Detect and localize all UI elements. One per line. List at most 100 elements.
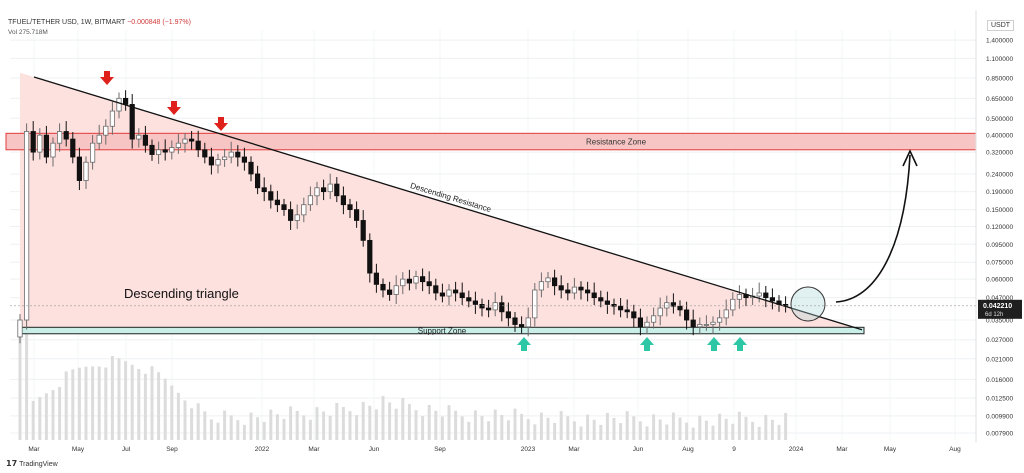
price-tick-label: 0.060000: [986, 277, 1013, 284]
candle-body: [235, 151, 241, 158]
candle-body: [90, 142, 96, 163]
candle-body: [730, 298, 736, 311]
candle-body: [109, 110, 115, 127]
volume-bar: [539, 412, 543, 440]
candle-body: [261, 187, 267, 193]
candle-body: [690, 319, 696, 328]
volume-bar: [678, 417, 682, 440]
candle-body: [657, 307, 663, 317]
volume-bar: [183, 400, 187, 440]
candle-body: [598, 297, 604, 302]
volume-bar: [625, 411, 629, 440]
volume-bar: [757, 426, 761, 440]
volume-bar: [777, 424, 781, 440]
volume-bar: [64, 371, 68, 440]
candle-body: [578, 286, 584, 291]
candle-body: [17, 319, 23, 338]
volume-bar: [381, 396, 385, 440]
volume-bar: [599, 424, 603, 440]
candle-body: [215, 159, 221, 166]
volume-bar: [322, 411, 326, 440]
candle-body: [763, 292, 769, 299]
volume-bar: [236, 420, 240, 440]
candle-body: [23, 131, 30, 321]
volume-bar: [58, 386, 62, 440]
time-tick-label: 2024: [789, 446, 804, 453]
candle-body: [116, 97, 122, 112]
candle-body: [63, 131, 69, 140]
volume-bar: [440, 416, 444, 440]
candle-body: [123, 97, 129, 105]
pattern-label: Descending triangle: [124, 286, 239, 301]
volume-bar: [744, 416, 748, 440]
symbol-line: TFUEL/TETHER USD, 1W, BITMART: [8, 19, 126, 26]
brand-label: TradingView: [19, 461, 58, 468]
volume-bar: [572, 421, 576, 440]
candle-body: [149, 144, 155, 155]
candle-body: [624, 309, 630, 313]
volume-bar: [91, 366, 95, 440]
candle-body: [512, 317, 518, 325]
candle-body: [57, 131, 63, 144]
candle-body: [50, 142, 56, 158]
volume-bar: [737, 411, 741, 440]
volume-bar: [421, 416, 425, 440]
tradingview-brand[interactable]: 17 TradingView: [6, 459, 58, 468]
candle-body: [756, 292, 762, 297]
candle-body: [684, 309, 690, 321]
volume-bar: [137, 368, 141, 440]
red-down-arrow-icon: [167, 101, 181, 115]
candle-body: [525, 317, 531, 328]
candle-body: [631, 311, 637, 319]
candle-body: [353, 209, 360, 221]
candle-body: [466, 297, 472, 302]
candle-body: [340, 195, 347, 206]
breakout-circle: [790, 286, 826, 322]
candle-body: [320, 187, 327, 193]
candle-body: [188, 138, 195, 142]
candle-body: [736, 294, 743, 300]
volume-bar: [691, 427, 695, 440]
time-tick-label: 2023: [521, 446, 536, 453]
volume-bar: [612, 418, 616, 440]
volume-bar: [302, 415, 306, 440]
candle-body: [591, 292, 597, 299]
volume-bar: [473, 410, 477, 440]
volume-bar: [203, 411, 207, 440]
time-tick-label: May: [884, 446, 897, 453]
volume-bar: [150, 366, 154, 440]
volume-bar: [388, 402, 392, 440]
candle-body: [70, 138, 76, 158]
volume-bar: [480, 415, 484, 440]
candle-body: [195, 140, 201, 151]
candle-body: [294, 214, 300, 221]
price-change: −0.000848 (−1.97%): [127, 19, 191, 26]
candle-body: [558, 285, 564, 291]
volume-bar: [242, 424, 246, 440]
candle-body: [505, 311, 512, 319]
price-tick-label: 0.650000: [986, 96, 1013, 103]
volume-bar: [645, 426, 649, 440]
volume-bar: [447, 405, 451, 440]
price-tick-label: 0.012500: [986, 396, 1013, 403]
candle-body: [155, 149, 162, 155]
candle-body: [327, 183, 333, 193]
time-tick-label: 9: [732, 446, 736, 453]
candle-body: [380, 283, 386, 291]
time-tick-label: Jun: [369, 446, 380, 453]
volume-bar: [348, 411, 352, 440]
volume-bar: [44, 393, 48, 440]
candle-body: [221, 156, 228, 160]
volume-bar: [249, 412, 253, 440]
candle-body: [386, 289, 393, 295]
volume-bar: [407, 404, 411, 440]
volume-bar: [209, 419, 213, 440]
candle-body: [611, 304, 617, 307]
price-tick-label: 0.021000: [986, 356, 1013, 363]
candle-body: [703, 324, 710, 326]
volume-bar: [110, 356, 114, 440]
price-unit-button[interactable]: USDT: [987, 20, 1015, 31]
candle-body: [347, 204, 353, 211]
countdown-label: 6d 12h: [985, 312, 1003, 318]
